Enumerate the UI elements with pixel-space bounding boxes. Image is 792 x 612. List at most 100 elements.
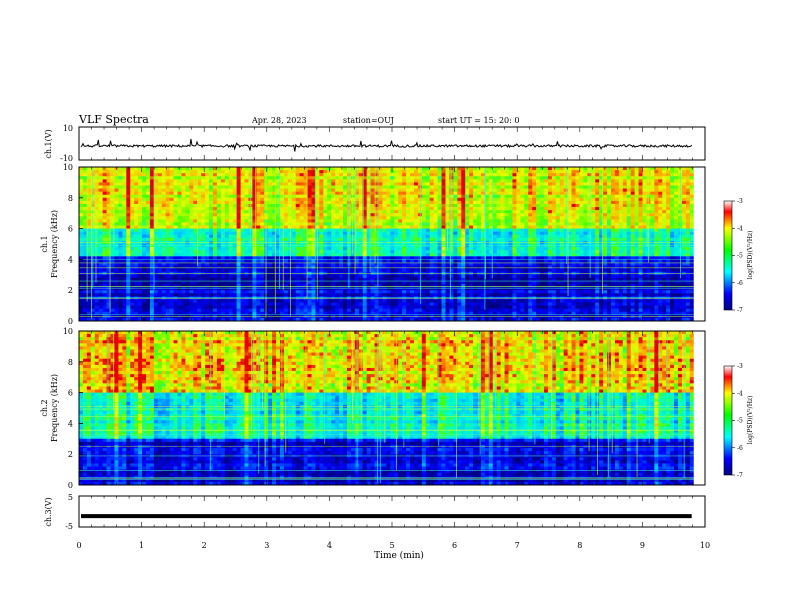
spectrogram-cell: [319, 231, 324, 236]
spectrogram-cell: [524, 176, 529, 180]
spectrogram-cell: [323, 213, 328, 217]
spectrogram-cell: [587, 182, 592, 186]
spectrogram-cell: [209, 170, 214, 174]
spectrogram-cell: [177, 207, 182, 211]
spectrogram-cell: [685, 228, 691, 233]
spectrogram-cell: [197, 170, 202, 174]
spectrogram-cell: [209, 259, 214, 263]
spectrogram-cell: [291, 222, 297, 226]
spectrogram-cell: [607, 170, 612, 174]
spectrogram-cell: [579, 176, 584, 180]
spectrogram-cell: [260, 203, 265, 208]
spectrogram-cell: [185, 250, 190, 254]
spectrogram-cell: [295, 200, 301, 205]
spectrogram-cell: [382, 234, 387, 239]
spectrogram-cell: [272, 167, 277, 171]
spectrogram-cell: [599, 219, 604, 223]
spectrogram-cell: [469, 225, 474, 229]
spectrogram-cell: [441, 188, 446, 193]
spectrogram-cell: [622, 244, 628, 248]
spectrogram-cell: [193, 262, 198, 266]
spectrogram-cell: [134, 228, 139, 233]
spectrogram-cell: [268, 259, 273, 263]
spectrogram-cell: [362, 259, 368, 263]
spectrogram-cell: [595, 244, 600, 248]
spectrogram-cell: [366, 253, 371, 257]
spectrogram-cell: [122, 182, 127, 186]
spectrogram-cell: [536, 182, 541, 186]
spectrogram-cell: [532, 259, 537, 263]
spectrogram-cell: [244, 188, 249, 193]
ch1-wave-ylabel: ch.1(V): [44, 129, 53, 158]
spectrogram-cell: [630, 228, 636, 233]
spectrogram-cell: [603, 207, 608, 211]
spectrogram-cell: [260, 188, 265, 193]
spectrogram-cell: [157, 207, 163, 211]
spectrogram-cell: [118, 182, 123, 186]
spectrogram-cell: [173, 219, 178, 223]
spectrogram-cell: [240, 173, 245, 177]
spectrogram-cell: [547, 167, 553, 171]
spectrogram-cell: [374, 219, 379, 223]
spectrogram-cell: [185, 231, 190, 236]
spectrogram-cell: [429, 219, 435, 223]
spectrogram-cell: [425, 167, 431, 171]
spectrogram-cell: [563, 250, 569, 254]
spectrogram-cell: [220, 182, 226, 186]
spectrogram-cell: [86, 210, 92, 214]
spectrogram-cell: [216, 182, 222, 186]
spectrogram-cell: [98, 216, 104, 220]
spectrogram-cell: [666, 200, 671, 205]
spectrogram-cell: [79, 191, 84, 196]
spectrogram-cell: [390, 225, 395, 229]
spectrogram-cell: [185, 191, 190, 196]
spectrogram-cell: [236, 250, 241, 254]
spectrogram-cell: [587, 216, 592, 220]
spectrogram-cell: [540, 213, 545, 217]
spectrogram-cell: [86, 247, 92, 251]
spectrogram-cell: [216, 207, 222, 211]
spectrogram-cell: [299, 200, 305, 205]
spectrogram-cell: [410, 182, 415, 186]
spectrogram-cell: [457, 237, 462, 242]
spectrogram-cell: [98, 167, 104, 171]
spectrogram-cell: [205, 176, 210, 180]
spectrogram-cell: [528, 173, 533, 177]
spectrogram-cell: [441, 176, 446, 180]
spectrogram-cell: [343, 256, 348, 260]
spectrogram-cell: [327, 237, 332, 242]
spectrogram-cell: [658, 170, 663, 174]
spectrogram-cell: [343, 244, 348, 248]
spectrogram-cell: [666, 176, 671, 180]
spectrogram-cell: [488, 179, 494, 183]
spectrogram-cell: [331, 259, 336, 263]
spectrogram-cell: [642, 170, 647, 174]
spectrogram-cell: [674, 250, 679, 254]
spectrogram-cell: [599, 213, 604, 217]
spectrogram-cell: [114, 231, 119, 236]
spectrogram-cell: [520, 231, 525, 236]
spectrogram-cell: [547, 250, 553, 254]
spectrogram-cell: [579, 185, 584, 189]
spectrogram-cell: [374, 259, 379, 263]
spectrogram-cell: [453, 197, 458, 202]
spectrogram-cell: [260, 234, 265, 239]
spectrogram-cell: [591, 197, 596, 202]
spectrogram-cell: [173, 216, 178, 220]
spectrogram-cell: [465, 219, 470, 223]
spectrogram-cell: [650, 247, 655, 251]
spectrogram-cell: [82, 185, 88, 189]
spectrogram-cell: [406, 253, 411, 257]
spectrogram-cell: [457, 194, 462, 199]
spectrogram-cell: [473, 234, 478, 239]
spectrogram-cell: [94, 179, 100, 183]
spectrogram-cell: [126, 237, 131, 242]
spectrogram-cell: [421, 213, 427, 217]
spectrogram-cell: [496, 182, 502, 186]
spectrogram-cell: [398, 228, 403, 233]
spectrogram-cell: [662, 213, 667, 217]
spectrogram-cell: [272, 194, 277, 199]
spectrogram-cell: [599, 179, 604, 183]
spectrogram-cell: [110, 173, 115, 177]
spectrogram-cell: [142, 188, 147, 193]
